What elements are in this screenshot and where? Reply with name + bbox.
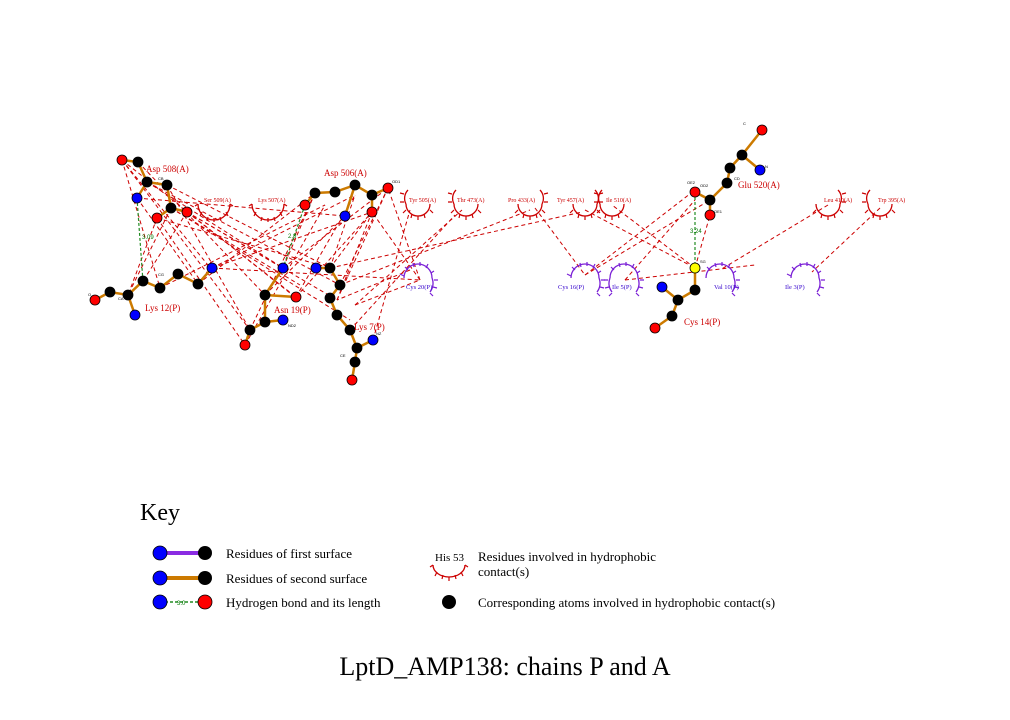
hydrophobic-arcs-chain-A: Ser 509(A) Lys 507(A) Tyr 505(A) Thr 473…	[194, 189, 905, 222]
arc-leu410: Leu 410(A)	[812, 189, 852, 220]
label-cys14: Cys 14(P)	[684, 317, 720, 327]
label-asp508: Asp 508(A)	[146, 164, 189, 174]
arc-lys507: Lys 507(A)	[248, 197, 288, 222]
label-asn19: Asn 19(P)	[274, 305, 311, 315]
svg-text:Tyr 457(A): Tyr 457(A)	[557, 197, 584, 204]
svg-text:Tyr 505(A): Tyr 505(A)	[409, 197, 436, 204]
label-lys12: Lys 12(P)	[145, 303, 180, 313]
svg-text:Trp 395(A): Trp 395(A)	[878, 197, 905, 204]
arc-cys20: Cys 20(P)	[399, 262, 438, 297]
key-hbond-label: Hydrogen bond and its length	[226, 595, 381, 610]
label-lys7: Lys 7(P)	[354, 322, 385, 332]
svg-text:OE1: OE1	[714, 209, 723, 214]
svg-text:Val 10(P): Val 10(P)	[714, 284, 739, 291]
svg-text:ND2: ND2	[288, 323, 297, 328]
key-first-surface-label: Residues of first surface	[226, 546, 352, 561]
key-hydrophobic-atoms-label: Corresponding atoms involved in hydropho…	[478, 595, 776, 610]
svg-text:OE2: OE2	[687, 180, 696, 185]
label-asp506: Asp 506(A)	[324, 168, 367, 178]
key-second-surface-label: Residues of second surface	[226, 571, 368, 586]
svg-text:SG: SG	[700, 259, 706, 264]
svg-text:CG: CG	[158, 272, 164, 277]
arc-val10: Val 10(P)	[705, 262, 740, 297]
arc-ile5: Ile 5(P)	[604, 262, 644, 297]
arc-ser509: Ser 509(A)	[194, 197, 234, 222]
key-hydrophobic-sample: His 53	[435, 552, 465, 564]
arc-thr473: Thr 473(A)	[447, 189, 485, 220]
key-hbond-length: 3.0	[177, 601, 186, 607]
svg-text:CB: CB	[158, 176, 164, 181]
arc-trp395: Trp 395(A)	[861, 189, 905, 220]
page-title: LptD_AMP138: chains P and A	[339, 652, 671, 681]
svg-text:N: N	[765, 164, 768, 169]
svg-text:Cys 20(P): Cys 20(P)	[406, 284, 432, 291]
svg-text:Thr 473(A): Thr 473(A)	[457, 197, 485, 204]
arc-ile3: Ile 3(P)	[785, 262, 825, 297]
hbond-length-1: 3.09	[142, 235, 154, 241]
key-heading: Key	[140, 500, 180, 526]
arc-ile510: Ile 510(A)	[593, 189, 631, 220]
svg-text:Lys 507(A): Lys 507(A)	[258, 197, 286, 204]
svg-text:Ile 3(P): Ile 3(P)	[785, 284, 805, 291]
svg-text:Ser 509(A): Ser 509(A)	[204, 197, 231, 204]
arc-pro433: Pro 433(A)	[508, 189, 549, 220]
hydrogen-bonds	[136, 192, 696, 283]
chain-P-bonds	[94, 266, 697, 381]
atoms	[89, 124, 768, 386]
chain-A-bonds	[121, 129, 763, 220]
hydrophobic-arcs-chain-P: Cys 20(P) Cys 16(P) Ile 5(P) Val 10(P) I…	[399, 262, 825, 297]
svg-text:O: O	[88, 292, 91, 297]
svg-text:Ile 510(A): Ile 510(A)	[606, 197, 631, 204]
key-hydrophobic-residues-label: Residues involved in hydrophobic contact…	[478, 549, 657, 579]
svg-text:CA: CA	[118, 296, 124, 301]
hbond-length-3: 3.24	[690, 229, 702, 235]
svg-text:OD1: OD1	[392, 179, 401, 184]
svg-text:Pro 433(A): Pro 433(A)	[508, 197, 535, 204]
label-glu520: Glu 520(A)	[738, 180, 780, 190]
svg-text:NZ: NZ	[376, 331, 382, 336]
svg-text:Leu 410(A): Leu 410(A)	[824, 197, 852, 204]
svg-text:OD2: OD2	[700, 183, 709, 188]
arc-cys16: Cys 16(P)	[558, 262, 605, 297]
atom-labels: CB CA OD1 OD2 C O N CG OE1 OE2 CD NZ CE …	[88, 121, 768, 358]
arc-tyr505: Tyr 505(A)	[399, 189, 436, 220]
arc-tyr457: Tyr 457(A)	[557, 189, 604, 220]
svg-text:C: C	[743, 121, 746, 126]
key-graphics: 3.0	[152, 545, 469, 610]
svg-text:CE: CE	[340, 353, 346, 358]
svg-text:Ile 5(P): Ile 5(P)	[612, 284, 632, 291]
svg-text:CD: CD	[734, 176, 740, 181]
svg-text:Cys 16(P): Cys 16(P)	[558, 284, 584, 291]
hbond-length-2: 2.8	[288, 234, 297, 240]
